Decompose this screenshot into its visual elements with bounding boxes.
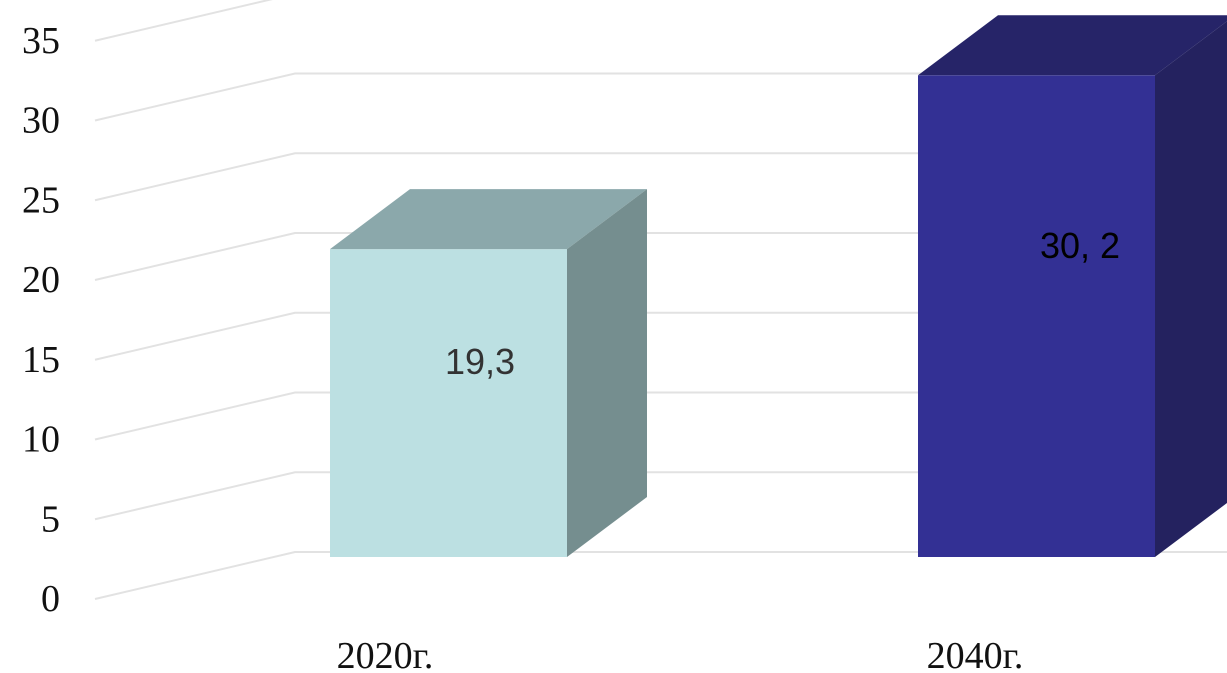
- gridline-path: [94, 471, 1227, 521]
- gridline: [94, 152, 1227, 202]
- gridline-path: [94, 0, 273, 42]
- gridline: [94, 471, 1227, 521]
- gridline-path: [94, 311, 1227, 361]
- gridline: [94, 232, 1227, 281]
- y-tick-label: 20: [22, 259, 60, 301]
- y-tick-label: 0: [41, 578, 60, 620]
- gridline: [94, 72, 1227, 122]
- bar-0: 19,3: [330, 189, 647, 558]
- bar-front: [330, 249, 567, 558]
- y-tick-label: 10: [22, 419, 60, 461]
- gridline: [94, 311, 1227, 361]
- gridlines: [94, 0, 1227, 600]
- data-label: 30, 2: [1040, 225, 1120, 266]
- bar-top: [330, 189, 647, 250]
- gridline: [94, 551, 1227, 600]
- y-tick-label: 30: [22, 100, 60, 142]
- gridline-path: [94, 232, 1227, 281]
- data-label: 19,3: [445, 341, 515, 382]
- gridline-path: [94, 72, 1227, 122]
- y-tick-label: 35: [22, 20, 60, 62]
- x-category-label: 2040г.: [927, 635, 1024, 673]
- bar-side: [1155, 21, 1227, 557]
- gridline: [94, 391, 1227, 441]
- bar-1: 30, 2: [918, 15, 1227, 557]
- x-axis-categories: 2020г. 2040г.: [337, 635, 1024, 673]
- bars: 19,3 30, 2: [330, 15, 1227, 558]
- gridline-path: [94, 152, 1227, 202]
- gridline-path: [94, 551, 1227, 600]
- x-category-label: 2020г.: [337, 635, 434, 673]
- bar-side: [567, 189, 647, 558]
- y-tick-label: 15: [22, 339, 60, 381]
- bar-top: [918, 15, 1227, 76]
- y-tick-label: 25: [22, 179, 60, 221]
- y-axis-ticks: 0 5 10 15 20 25 30 35: [22, 20, 60, 620]
- gridline: [94, 0, 273, 42]
- gridline-path: [94, 391, 1227, 441]
- bar-front: [918, 75, 1155, 557]
- y-tick-label: 5: [41, 498, 60, 540]
